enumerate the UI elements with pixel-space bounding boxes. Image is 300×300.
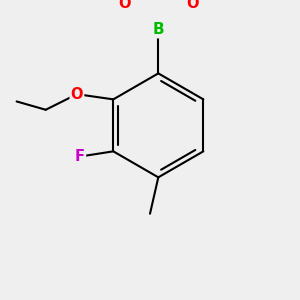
Text: O: O	[186, 0, 199, 11]
Text: O: O	[118, 0, 130, 11]
Text: F: F	[75, 149, 85, 164]
Text: O: O	[71, 87, 83, 102]
Text: B: B	[152, 22, 164, 37]
